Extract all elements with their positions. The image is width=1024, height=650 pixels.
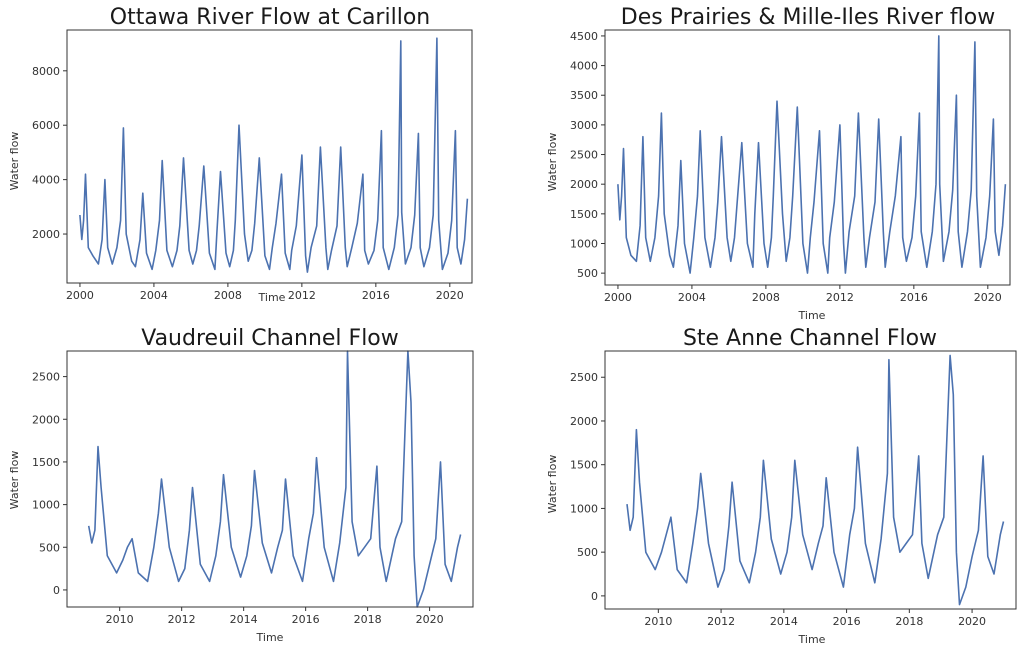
x-tick-label: 2008: [752, 291, 780, 304]
y-tick-label: 1000: [570, 237, 598, 250]
x-tick-label: 2000: [66, 289, 94, 302]
x-tick-label: 2012: [168, 613, 196, 626]
y-tick-label: 1500: [32, 456, 60, 469]
x-tick-label: 2000: [604, 291, 632, 304]
y-tick-label: 2500: [32, 371, 60, 384]
x-tick-label: 2016: [362, 289, 390, 302]
x-tick-label: 2016: [900, 291, 928, 304]
x-axis-label: Time: [258, 291, 286, 304]
plot-frame: [604, 29, 1011, 286]
y-tick-label: 4000: [570, 60, 598, 73]
x-tick-label: 2004: [678, 291, 706, 304]
x-tick-label: 2018: [354, 613, 382, 626]
plot-frame: [604, 350, 1017, 610]
panel-vaudreuil: Vaudreuil Channel Flow Time Water flow 2…: [8, 326, 474, 644]
x-axis-label: Time: [798, 633, 826, 646]
y-tick-label: 4500: [570, 30, 598, 43]
chart-title: Ste Anne Channel Flow: [683, 326, 937, 351]
y-tick-label: 1000: [570, 502, 598, 515]
x-tick-label: 2014: [770, 615, 798, 628]
x-tick-label: 2016: [292, 613, 320, 626]
y-tick-label: 2500: [570, 149, 598, 162]
y-tick-label: 2000: [32, 413, 60, 426]
y-tick-label: 6000: [32, 119, 60, 132]
series-line: [617, 35, 1007, 274]
series-line: [79, 37, 469, 273]
y-tick-label: 1500: [570, 459, 598, 472]
panel-ste-anne: Ste Anne Channel Flow Time Water flow 20…: [546, 326, 1017, 646]
y-tick-label: 500: [577, 267, 598, 280]
x-tick-label: 2012: [288, 289, 316, 302]
x-tick-label: 2020: [436, 289, 464, 302]
x-tick-label: 2018: [895, 615, 923, 628]
y-tick-label: 4000: [32, 174, 60, 187]
x-tick-label: 2008: [214, 289, 242, 302]
chart-title: Ottawa River Flow at Carillon: [110, 5, 430, 30]
y-axis-label: Water flow: [546, 455, 559, 514]
y-tick-label: 2500: [570, 371, 598, 384]
y-axis-label: Water flow: [8, 451, 21, 510]
series-line: [626, 354, 1005, 606]
x-axis-label: Time: [256, 631, 284, 644]
y-axis-label: Water flow: [8, 132, 21, 191]
y-tick-label: 0: [53, 584, 60, 597]
panel-ottawa-river: Ottawa River Flow at Carillon Time Water…: [8, 5, 473, 304]
y-tick-label: 3500: [570, 89, 598, 102]
x-axis-label: Time: [798, 309, 826, 322]
chart-title: Vaudreuil Channel Flow: [141, 326, 399, 351]
y-tick-label: 2000: [32, 228, 60, 241]
x-tick-label: 2020: [974, 291, 1002, 304]
x-tick-label: 2010: [644, 615, 672, 628]
x-tick-label: 2020: [958, 615, 986, 628]
y-tick-label: 3000: [570, 119, 598, 132]
y-tick-label: 8000: [32, 65, 60, 78]
x-tick-label: 2010: [106, 613, 134, 626]
y-tick-label: 2000: [570, 178, 598, 191]
y-axis-label: Water flow: [546, 133, 559, 192]
x-tick-label: 2004: [140, 289, 168, 302]
y-tick-label: 1000: [32, 499, 60, 512]
y-tick-label: 0: [591, 590, 598, 603]
y-tick-label: 1500: [570, 208, 598, 221]
x-tick-label: 2012: [826, 291, 854, 304]
chart-title: Des Prairies & Mille-Iles River flow: [621, 5, 995, 30]
y-tick-label: 500: [39, 541, 60, 554]
plot-frame: [66, 29, 473, 284]
plot-frame: [66, 350, 474, 608]
panel-des-prairies: Des Prairies & Mille-Iles River flow Tim…: [546, 5, 1011, 322]
series-line: [87, 350, 462, 608]
y-tick-label: 500: [577, 546, 598, 559]
x-tick-label: 2014: [230, 613, 258, 626]
x-tick-label: 2016: [833, 615, 861, 628]
y-tick-label: 2000: [570, 415, 598, 428]
x-tick-label: 2012: [707, 615, 735, 628]
x-tick-label: 2020: [416, 613, 444, 626]
